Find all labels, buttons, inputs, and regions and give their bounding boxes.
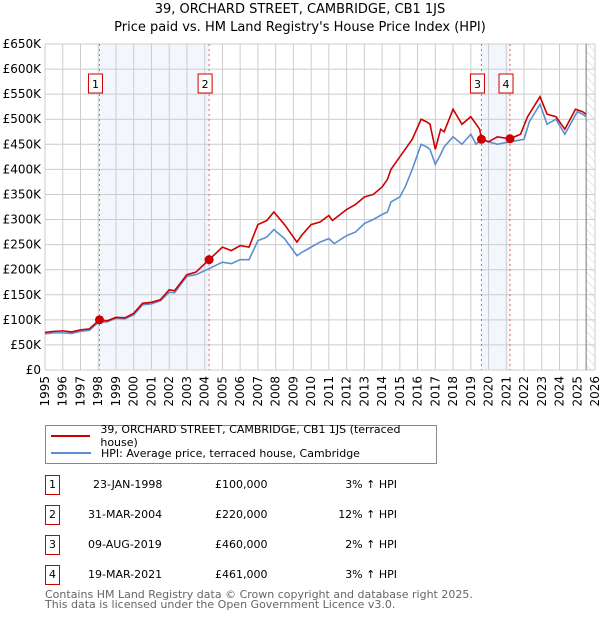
chart-title: 39, ORCHARD STREET, CAMBRIDGE, CB1 1JS [154,2,446,17]
x-tick-label: 2013 [357,376,371,407]
sale-price: £460,000 [215,538,268,551]
plot-area: £0 £50K £100K £150K £200K £250K £300K £350K £400… [3,37,600,407]
sale-date: 19-MAR-2021 [88,568,163,581]
legend-item-property: 39, ORCHARD STREET, CAMBRIDGE, CB1 1JS (… [46,423,436,449]
sale-row: 1 23-JAN-1998 £100,000 3% ↑ HPI [45,475,445,495]
sale-hpi-diff: 12% ↑ HPI [338,508,397,521]
x-tick-label: 1996 [56,376,70,407]
forecast-hatch [586,44,595,370]
legend-label: HPI: Average price, terraced house, Camb… [101,446,360,460]
legend: 39, ORCHARD STREET, CAMBRIDGE, CB1 1JS (… [45,423,437,464]
y-tick-label: £50K [10,338,42,352]
legend-item-hpi: HPI: Average price, terraced house, Camb… [46,445,360,461]
sale-row: 4 19-MAR-2021 £461,000 3% ↑ HPI [45,565,445,585]
sale-period-shading [481,44,511,370]
x-tick-label: 2019 [464,376,478,407]
x-tick-label: 2015 [393,376,407,407]
y-tick-label: £0 [26,363,41,377]
sale-row: 2 31-MAR-2004 £220,000 12% ↑ HPI [45,505,445,525]
sale-point [505,134,515,144]
y-tick-label: £100K [3,313,43,327]
x-tick-label: 1998 [91,376,105,407]
x-tick-label: 2010 [304,376,318,407]
x-tick-label: 2025 [570,376,584,407]
x-tick-label: 2020 [482,376,496,407]
sale-label-box [87,73,103,94]
sale-number: 2 [45,505,60,525]
sale-point [94,315,104,325]
sale-label: 2 [202,78,209,91]
x-tick-label: 2021 [499,376,513,407]
x-tick-label: 2007 [251,376,265,407]
sale-period-shading [99,44,210,370]
legend-swatch-blue [51,452,91,454]
sale-point [204,255,214,265]
sale-number: 4 [45,565,60,585]
x-tick-label: 2024 [553,376,567,407]
footer-line-1: Contains HM Land Registry data © Crown c… [45,588,473,601]
legend-swatch-red [51,435,91,437]
x-tick-label: 2001 [144,376,158,407]
y-tick-label: £550K [3,87,43,101]
sale-point [476,134,486,144]
sale-number: 3 [45,535,60,555]
y-tick-label: £500K [3,112,43,126]
sale-date: 31-MAR-2004 [88,508,163,521]
x-tick-label: 2005 [215,376,229,407]
sale-hpi-diff: 2% ↑ HPI [345,538,397,551]
sale-label-box [197,73,213,94]
x-tick-label: 1995 [38,376,52,407]
sale-label: 1 [92,78,99,91]
x-tick-label: 2022 [517,376,531,407]
sale-label: 4 [503,78,510,91]
chart-subtitle: Price paid vs. HM Land Registry's House … [114,20,486,35]
y-tick-label: £450K [3,137,43,151]
x-tick-label: 2023 [535,376,549,407]
y-tick-label: £400K [3,162,43,176]
property-price-line [44,94,587,334]
x-tick-label: 2002 [162,376,176,407]
x-tick-label: 2016 [411,376,425,407]
y-tick-label: £350K [3,187,43,201]
legend-label: 39, ORCHARD STREET, CAMBRIDGE, CB1 1JS (… [100,423,401,449]
x-tick-label: 2011 [322,376,336,407]
footer-line-2: This data is licensed under the Open Gov… [45,598,396,611]
sale-label-box [498,73,514,94]
x-tick-label: 2008 [269,376,283,407]
sale-hpi-diff: 3% ↑ HPI [345,478,397,491]
sale-row: 3 09-AUG-2019 £460,000 2% ↑ HPI [45,535,445,555]
sale-date: 23-JAN-1998 [93,478,163,491]
sale-label-box [469,73,485,94]
x-tick-label: 2009 [286,376,300,407]
y-tick-label: £650K [3,37,43,51]
x-tick-label: 2006 [233,376,247,407]
x-tick-label: 2004 [198,376,212,407]
x-tick-label: 1999 [109,376,123,407]
y-tick-label: £250K [3,238,43,252]
x-tick-label: 2003 [180,376,194,407]
sale-price: £220,000 [215,508,268,521]
sale-price: £461,000 [215,568,268,581]
sale-label: 3 [474,78,481,91]
x-tick-label: 2014 [375,376,389,407]
sale-hpi-diff: 3% ↑ HPI [345,568,397,581]
sale-price: £100,000 [215,478,268,491]
y-tick-label: £200K [3,263,43,277]
x-tick-label: 2017 [428,376,442,407]
y-tick-label: £150K [3,288,43,302]
x-tick-label: 2018 [446,376,460,407]
x-tick-label: 1997 [73,376,87,407]
sale-date: 09-AUG-2019 [88,538,162,551]
hpi-line [44,102,587,335]
x-tick-label: 2012 [340,376,354,407]
x-tick-label: 2026 [588,376,600,407]
y-tick-label: £600K [3,62,43,76]
x-tick-label: 2000 [127,376,141,407]
y-tick-label: £300K [3,213,43,227]
sale-number: 1 [45,475,60,495]
